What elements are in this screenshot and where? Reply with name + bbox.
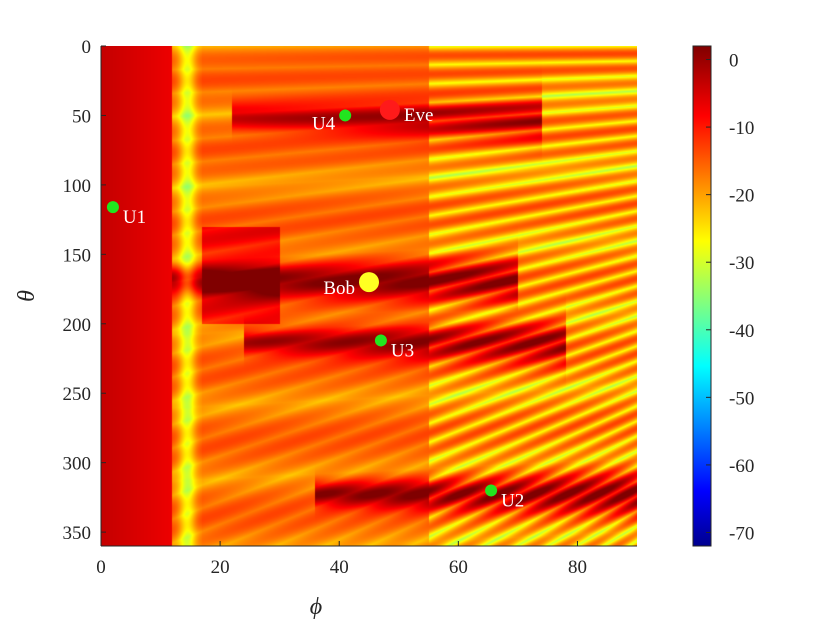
y-tick-label: 250 [63,384,92,405]
marker-eve [379,99,400,120]
colorbar-ticks: 0 -10 -20 -30 -40 -50 -60 -70 [706,51,754,544]
marker-u1 [106,201,119,214]
marker-bob [359,272,379,293]
colorbar-tick-label: -50 [729,388,754,409]
y-tick-label: 150 [63,245,92,266]
marker-u4 [339,109,352,122]
x-tick-label: 80 [568,557,587,578]
heatmap-image [101,46,637,546]
colorbar [692,45,712,547]
plot-marks: U1 U4 Eve Bob U3 U2 [106,99,524,511]
marker-u3 [374,334,387,347]
y-axis-title: θ [14,290,40,302]
y-tick-label: 0 [82,37,92,58]
colorbar-tick-label: -40 [729,321,754,342]
x-tick-label: 0 [96,557,106,578]
x-axis-title: ϕ [310,594,322,620]
y-tick-label: 100 [63,176,92,197]
y-tick-label: 350 [63,523,92,544]
x-tick-label: 60 [449,557,468,578]
colorbar-tick-label: -20 [729,186,754,207]
colorbar-tick-label: -70 [729,523,754,544]
x-axis-ticks: 0 20 40 60 80 [96,541,587,578]
marker-u2 [485,484,498,497]
colorbar-tick-label: -60 [729,456,754,477]
x-tick-label: 20 [211,557,230,578]
colorbar-tick-label: -30 [729,253,754,274]
y-tick-label: 200 [63,315,92,336]
heatmap-field [101,46,637,546]
marker-label-u3: U3 [391,340,414,361]
marker-label-u2: U2 [501,490,524,511]
x-tick-label: 40 [330,557,349,578]
marker-label-bob: Bob [323,278,355,299]
marker-label-eve: Eve [404,105,434,126]
marker-label-u1: U1 [123,207,146,228]
y-tick-label: 50 [72,106,91,127]
colorbar-tick-label: 0 [729,51,739,72]
y-axis-ticks: 0 50 100 150 200 250 300 350 [63,37,106,544]
colorbar-tick-label: -10 [729,118,754,139]
y-tick-label: 300 [63,454,92,475]
marker-label-u4: U4 [312,113,336,134]
